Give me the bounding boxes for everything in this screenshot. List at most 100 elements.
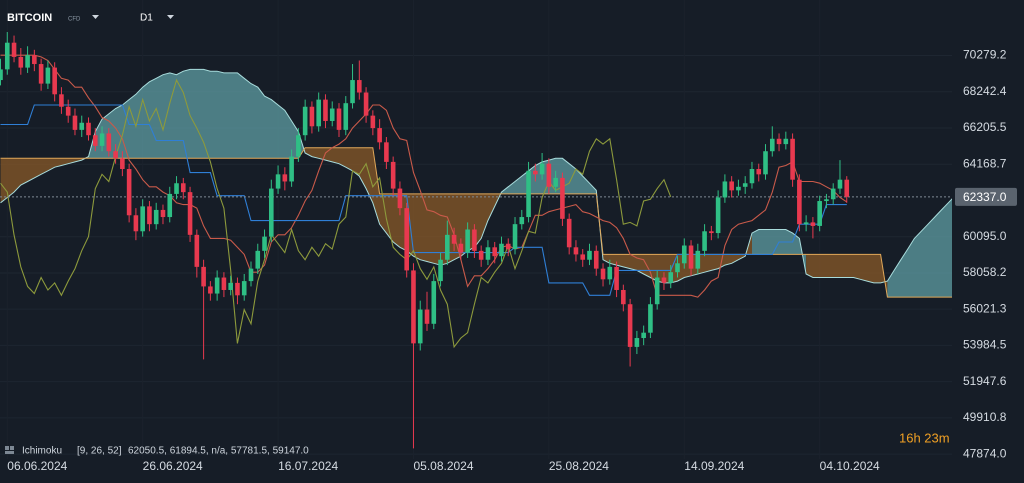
candle-body (560, 177, 565, 219)
candle-body (4, 42, 10, 70)
candle-body (241, 281, 247, 296)
candle-body (106, 133, 112, 152)
candle-body (180, 183, 186, 193)
ichimoku-cloud (887, 198, 952, 298)
candle-body (370, 115, 376, 129)
candle-body (431, 281, 437, 324)
y-tick-label: 60095.0 (963, 229, 1007, 243)
candle-body (275, 174, 281, 189)
y-tick-label: 51947.6 (963, 374, 1007, 388)
candle-body (824, 199, 829, 202)
candle-body (194, 234, 200, 267)
candle-body (702, 231, 707, 251)
indicator-values: 62050.5, 61894.5, n/a, 57781.5, 59147.0 (128, 446, 309, 457)
candle-body (641, 332, 646, 339)
candle-body (160, 209, 166, 218)
candle-body (302, 106, 308, 136)
candle-body (140, 206, 145, 232)
candle-body (113, 151, 118, 159)
candle-body (553, 177, 558, 187)
candle-body (675, 263, 680, 273)
candle-body (573, 247, 579, 255)
dropdown-caret[interactable] (92, 15, 99, 19)
candle-body (65, 106, 71, 116)
candle-body (749, 169, 755, 184)
candle-body (329, 108, 335, 121)
candle-body (607, 266, 613, 280)
indicator-line (0, 54, 848, 298)
candle-body (262, 236, 267, 251)
x-tick-label: 16.07.2024 (278, 459, 338, 473)
candle-body (390, 161, 396, 189)
candle-body (830, 188, 836, 200)
last-price-box (955, 187, 1017, 206)
timeframe-selector[interactable]: D1 (140, 13, 174, 24)
candle-body (417, 309, 423, 344)
y-tick-label: 49910.8 (963, 410, 1007, 424)
candle-body (505, 243, 511, 250)
candle-body (79, 122, 85, 130)
candle-body (86, 122, 91, 136)
candle-body (485, 247, 491, 260)
y-tick-label: 47874.0 (963, 446, 1007, 460)
instrument-name[interactable]: BITCOIN (7, 12, 52, 24)
candle-body (248, 268, 254, 282)
candle-body (451, 234, 457, 244)
candle-body (221, 277, 227, 290)
candle-body (289, 156, 294, 182)
candle-body (722, 181, 728, 198)
candle-body (147, 206, 152, 225)
dropdown-caret[interactable] (167, 15, 174, 19)
candle-body (526, 170, 531, 218)
candle-body (654, 277, 660, 305)
candle-body (316, 99, 321, 127)
candle-body (92, 135, 98, 146)
candle-body (837, 179, 843, 189)
candle-body (695, 250, 701, 269)
y-tick-label: 53984.5 (963, 338, 1007, 352)
indicator-line (0, 104, 847, 296)
instrument-selector[interactable]: BITCOIN CFD (7, 12, 99, 24)
candle-body (519, 217, 525, 225)
candle-body (797, 179, 802, 225)
candle-body (438, 259, 443, 282)
candle-body (492, 247, 498, 257)
candle-body (763, 151, 768, 175)
candle-body (343, 103, 349, 130)
legend-icon (5, 446, 9, 450)
instrument-tag[interactable]: CFD (68, 17, 81, 23)
candle-body (844, 179, 850, 197)
candle-body (59, 94, 64, 107)
x-tick-label: 04.10.2024 (820, 459, 880, 473)
candle-body (25, 55, 30, 68)
last-price-label: 62337.0 (963, 190, 1007, 204)
candle-body (810, 222, 816, 226)
candle-body (208, 286, 213, 294)
candle-body (465, 229, 470, 253)
y-tick-label: 58058.2 (963, 265, 1007, 279)
plot-area (0, 32, 952, 449)
candle-body (776, 138, 782, 145)
candle-body (336, 108, 342, 130)
candle-body (715, 197, 721, 234)
candle-body (614, 266, 619, 290)
candle-body (472, 229, 477, 251)
candle-body (0, 69, 3, 81)
timeframe[interactable]: D1 (140, 13, 153, 24)
candle-body (214, 277, 220, 294)
candle-body (357, 80, 362, 93)
candle-body (153, 209, 159, 225)
candle-body (736, 186, 741, 191)
candle-body (600, 268, 606, 280)
candle-body (323, 99, 328, 121)
x-tick-label: 05.08.2024 (413, 459, 473, 473)
candle-body (384, 142, 389, 162)
candle-body (18, 56, 24, 68)
x-tick-label: 25.08.2024 (549, 459, 609, 473)
candle-body (681, 245, 687, 264)
axes: 47874.0 49910.8 51947.6 53984.5 56021.3 58058… (7, 48, 1017, 473)
indicator-line (0, 78, 672, 349)
span-b-line (0, 147, 952, 298)
candle-body (817, 201, 822, 226)
y-tick-label: 70279.2 (963, 48, 1007, 62)
